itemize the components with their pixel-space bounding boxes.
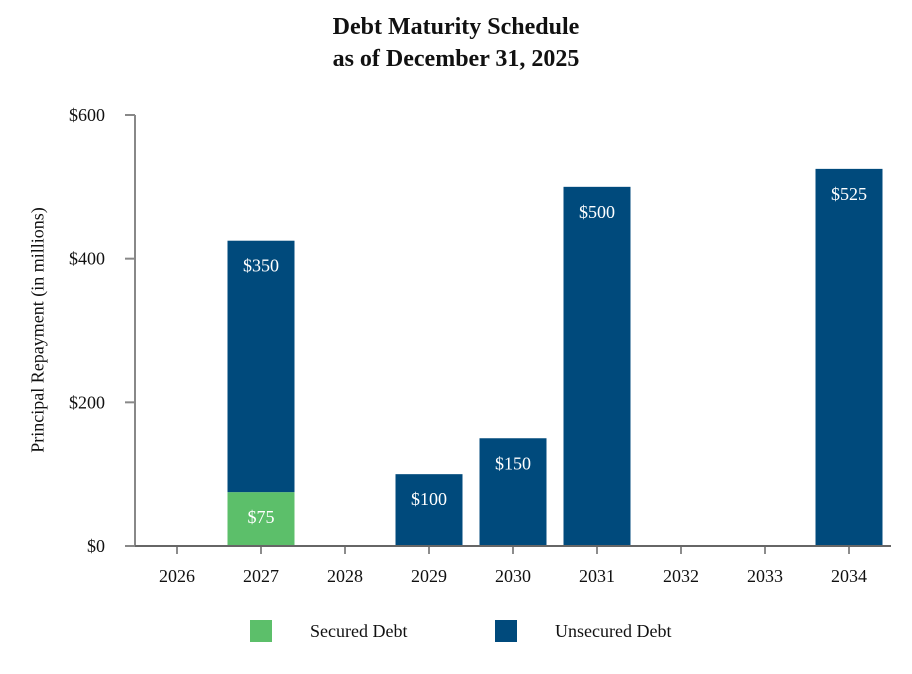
data-label-unsecured-2031: $500 bbox=[579, 202, 615, 222]
bar-unsecured-2031 bbox=[563, 186, 631, 547]
bar-unsecured-2029 bbox=[395, 474, 463, 546]
x-tick-label: 2033 bbox=[747, 566, 783, 586]
legend-item-secured: Secured Debt bbox=[250, 620, 407, 642]
bar-unsecured-2034 bbox=[815, 168, 883, 546]
x-tick-label: 2029 bbox=[411, 566, 447, 586]
x-tick-label: 2028 bbox=[327, 566, 363, 586]
x-tick-label: 2032 bbox=[663, 566, 699, 586]
legend-swatch-secured bbox=[250, 620, 272, 642]
data-label-unsecured-2029: $100 bbox=[411, 489, 447, 509]
y-tick-label: $0 bbox=[87, 536, 105, 556]
bar-secured-2027 bbox=[227, 492, 295, 546]
legend: Secured Debt Unsecured Debt bbox=[0, 620, 912, 650]
bar-unsecured-2030 bbox=[479, 438, 547, 546]
data-label-unsecured-2034: $525 bbox=[831, 184, 867, 204]
legend-label-unsecured: Unsecured Debt bbox=[555, 620, 672, 641]
y-tick-label: $400 bbox=[69, 249, 105, 269]
data-label-unsecured-2027: $350 bbox=[243, 256, 279, 276]
x-tick-label: 2031 bbox=[579, 566, 615, 586]
x-tick-label: 2027 bbox=[243, 566, 279, 586]
bar-unsecured-2027 bbox=[227, 240, 295, 493]
legend-item-unsecured: Unsecured Debt bbox=[495, 620, 671, 642]
data-label-unsecured-2030: $150 bbox=[495, 453, 531, 473]
data-label-secured-2027: $75 bbox=[248, 507, 275, 527]
legend-label-secured: Secured Debt bbox=[310, 620, 408, 641]
x-tick-label: 2030 bbox=[495, 566, 531, 586]
legend-swatch-unsecured bbox=[495, 620, 517, 642]
y-tick-label: $200 bbox=[69, 392, 105, 412]
x-tick-label: 2034 bbox=[831, 566, 867, 586]
chart-title: Debt Maturity Schedule bbox=[332, 14, 580, 40]
chart-subtitle: as of December 31, 2025 bbox=[332, 46, 580, 72]
x-tick-label: 2026 bbox=[159, 566, 195, 586]
y-tick-label: $600 bbox=[69, 105, 105, 125]
